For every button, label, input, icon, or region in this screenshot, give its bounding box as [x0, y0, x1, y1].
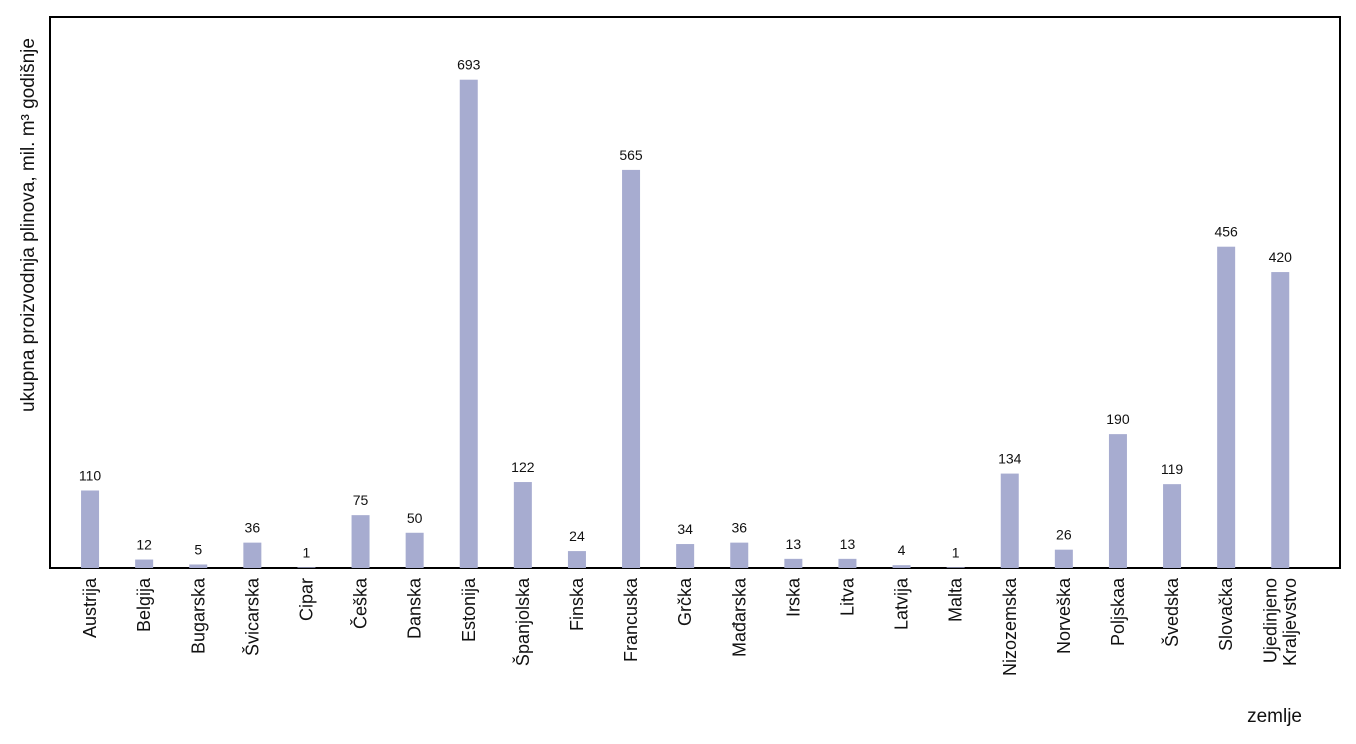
bar — [567, 551, 586, 568]
bar — [81, 490, 100, 568]
value-label: 12 — [136, 537, 152, 553]
x-axis-label: zemlje — [1247, 706, 1302, 727]
bar — [1054, 549, 1073, 568]
bar — [1000, 473, 1019, 568]
x-tick-label: Belgija — [134, 577, 154, 632]
bar — [243, 542, 262, 568]
x-tick-label: Francuska — [621, 577, 641, 662]
x-tick-label: Švedska — [1161, 577, 1182, 647]
value-label: 34 — [677, 521, 693, 537]
x-tick-label: Irska — [783, 577, 803, 617]
x-tick-label: Latvija — [892, 577, 912, 630]
x-tick-label: Slovačka — [1216, 577, 1236, 651]
x-tick-label: Švicarska — [241, 577, 262, 656]
value-label: 1 — [303, 544, 311, 560]
y-axis-label: ukupna proizvodnja plinova, mil. m³ godi… — [18, 38, 39, 412]
bar — [297, 567, 316, 568]
x-tick-label: Češka — [350, 577, 371, 629]
bar — [189, 564, 208, 568]
value-label: 13 — [786, 536, 802, 552]
x-tick-label: Mađarska — [729, 577, 749, 657]
x-tick-label: Bugarska — [188, 577, 208, 654]
bar — [784, 558, 803, 568]
value-label: 134 — [998, 451, 1022, 467]
value-label: 5 — [194, 541, 202, 557]
x-tick-label: Finska — [567, 577, 587, 631]
value-label: 456 — [1214, 224, 1238, 240]
x-tick-label: Grčka — [675, 577, 695, 626]
x-tick-label: Estonija — [459, 577, 479, 642]
value-label: 1 — [952, 544, 960, 560]
value-label: 565 — [619, 147, 643, 163]
x-tick-label: Poljskaa — [1108, 577, 1128, 646]
value-label: 4 — [898, 542, 906, 558]
value-label: 122 — [511, 459, 535, 475]
x-tick-label: Cipar — [296, 578, 316, 621]
bar — [459, 79, 478, 568]
x-tick-label: Danska — [405, 577, 425, 639]
value-label: 119 — [1161, 461, 1184, 477]
value-label: 420 — [1269, 249, 1293, 265]
bar — [1217, 246, 1236, 569]
bar — [676, 544, 695, 568]
bar — [730, 542, 749, 568]
bar — [838, 558, 857, 568]
bar — [135, 559, 154, 568]
bar — [1108, 434, 1127, 568]
value-label: 50 — [407, 510, 423, 526]
x-tick-label: Litva — [837, 577, 857, 616]
bar — [351, 515, 370, 568]
x-tick-label: Španjolska — [512, 577, 533, 666]
value-label: 110 — [79, 467, 102, 483]
bar — [946, 567, 965, 568]
value-label: 26 — [1056, 527, 1072, 543]
bar — [892, 565, 911, 568]
bar — [513, 482, 532, 568]
bar — [405, 532, 424, 568]
x-tick-label: Nizozemska — [1000, 577, 1020, 676]
x-tick-label: Norveška — [1054, 577, 1074, 654]
x-tick-label: Austrija — [80, 577, 100, 638]
value-label: 36 — [731, 520, 747, 536]
value-label: 36 — [245, 520, 261, 536]
bar — [1271, 272, 1290, 568]
x-tick-label: UjedinjenoKraljevstvo — [1260, 578, 1300, 666]
plot-frame — [49, 16, 1341, 569]
bar — [622, 169, 641, 568]
bar — [1163, 484, 1182, 568]
value-label: 693 — [457, 57, 481, 73]
x-tick-label: Malta — [946, 577, 966, 622]
value-label: 190 — [1106, 411, 1130, 427]
value-label: 13 — [840, 536, 856, 552]
value-label: 75 — [353, 492, 369, 508]
value-label: 24 — [569, 528, 585, 544]
